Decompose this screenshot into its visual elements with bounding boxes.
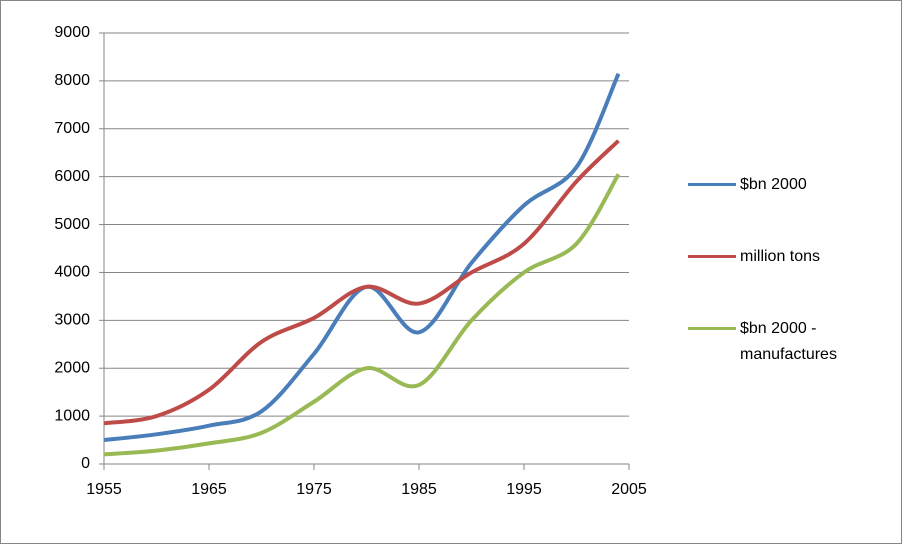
x-tick-label: 1985 <box>401 481 437 498</box>
x-tick-label: 1975 <box>296 481 332 498</box>
legend-swatch <box>688 183 736 186</box>
x-tick-label: 2005 <box>611 481 647 498</box>
y-tick-label: 4000 <box>54 264 90 281</box>
legend-label: $bn 2000 <box>740 176 807 193</box>
legend-label: million tons <box>740 248 821 265</box>
y-tick-label: 1000 <box>54 407 90 424</box>
y-tick-label: 3000 <box>54 312 90 329</box>
y-tick-label: 9000 <box>54 24 90 41</box>
legend-item: million tons <box>688 242 888 314</box>
series-line <box>103 72 621 443</box>
series-line <box>103 139 620 426</box>
y-tick-label: 5000 <box>54 216 90 233</box>
legend: $bn 2000 million tons $bn 2000 - manufactu… <box>688 170 888 386</box>
y-tick-label: 6000 <box>54 168 90 185</box>
legend-item: $bn 2000 - manufactures <box>688 314 888 386</box>
legend-label: $bn 2000 - manufactures <box>740 320 837 363</box>
x-tick-label: 1995 <box>506 481 542 498</box>
y-tick-label: 7000 <box>54 120 90 137</box>
legend-swatch <box>688 255 736 258</box>
y-tick-label: 0 <box>81 455 90 472</box>
y-tick-label: 2000 <box>54 359 90 376</box>
series-line <box>103 173 621 457</box>
x-tick-label: 1955 <box>86 481 122 498</box>
y-tick-label: 8000 <box>54 72 90 89</box>
legend-item: $bn 2000 <box>688 170 888 242</box>
x-tick-label: 1965 <box>191 481 227 498</box>
legend-swatch <box>688 327 736 330</box>
